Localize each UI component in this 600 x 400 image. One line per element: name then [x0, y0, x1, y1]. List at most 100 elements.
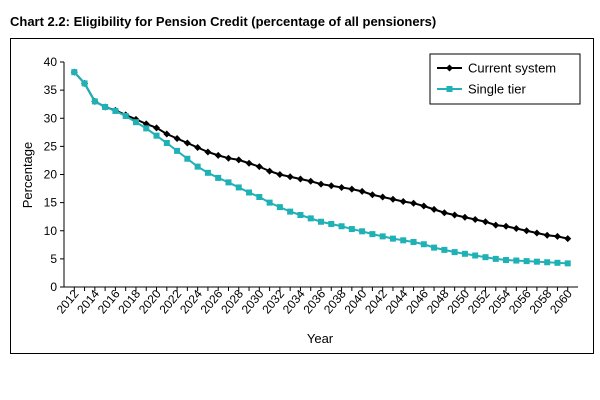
y-tick-label: 40	[44, 55, 58, 69]
data-point	[276, 171, 284, 178]
x-tick-label: 2018	[115, 287, 143, 317]
data-point	[482, 254, 489, 261]
data-point	[266, 167, 274, 175]
data-point	[523, 227, 531, 235]
y-tick-label: 5	[50, 252, 57, 266]
data-point	[471, 216, 479, 223]
data-point	[328, 221, 335, 227]
data-point	[307, 215, 314, 222]
data-point	[204, 169, 211, 176]
legend-marker	[446, 86, 453, 92]
data-point	[379, 233, 386, 240]
x-tick-label: 2020	[136, 287, 164, 317]
data-point	[194, 144, 202, 151]
data-point	[318, 218, 324, 225]
data-point	[492, 255, 499, 262]
x-tick-label: 2028	[218, 287, 246, 317]
data-point	[204, 148, 212, 156]
data-point	[255, 163, 263, 171]
data-point	[410, 199, 418, 207]
data-point	[379, 193, 387, 201]
y-tick-label: 25	[44, 139, 58, 153]
data-point	[472, 252, 479, 259]
data-point	[256, 194, 263, 200]
x-tick-label: 2052	[465, 287, 493, 317]
x-axis-ticks: 2012201420162018202020222024202620282030…	[54, 287, 576, 317]
y-tick-label: 0	[50, 280, 57, 294]
data-point	[451, 249, 458, 256]
x-tick-label: 2056	[506, 287, 534, 317]
data-point	[430, 205, 438, 213]
data-point	[286, 173, 294, 181]
x-tick-label: 2042	[362, 287, 390, 317]
data-point	[348, 226, 355, 233]
data-point	[564, 260, 571, 267]
x-tick-label: 2044	[383, 287, 411, 317]
data-point	[317, 180, 325, 188]
data-point	[389, 195, 397, 203]
y-tick-label: 10	[44, 224, 58, 238]
x-tick-label: 2014	[74, 287, 102, 317]
data-point	[410, 239, 417, 245]
data-point	[266, 199, 273, 206]
y-tick-label: 30	[44, 111, 58, 125]
data-point	[327, 182, 335, 190]
data-point	[389, 235, 396, 242]
data-point	[338, 223, 345, 230]
chart-frame	[10, 38, 594, 354]
data-point	[81, 80, 88, 87]
data-point	[183, 139, 191, 147]
x-tick-label: 2060	[547, 287, 575, 317]
data-point	[338, 183, 346, 191]
x-axis-label: Year	[307, 331, 334, 346]
data-point	[246, 189, 253, 196]
data-point	[502, 222, 510, 230]
x-tick-label: 2026	[198, 287, 226, 317]
legend-box	[429, 53, 581, 105]
legend-label: Single tier	[468, 82, 526, 97]
data-point	[71, 69, 78, 76]
data-point	[153, 124, 161, 132]
data-point	[122, 113, 129, 119]
x-tick-label: 2040	[342, 287, 370, 317]
data-point	[513, 257, 520, 264]
legend-entries: Current system Single tier	[437, 61, 556, 97]
data-point	[287, 208, 294, 215]
x-tick-label: 2048	[424, 287, 452, 317]
x-tick-label: 2046	[403, 287, 431, 317]
data-point	[297, 212, 304, 218]
x-tick-label: 2054	[485, 287, 513, 317]
data-point	[533, 229, 541, 237]
data-point	[461, 250, 468, 257]
y-axis-ticks: 0 5 10 15 20 25 30 35 40	[44, 55, 64, 294]
data-point	[533, 258, 540, 265]
data-point	[451, 211, 459, 219]
data-point	[235, 156, 243, 164]
data-point	[173, 135, 181, 142]
y-axis-label: Percentage	[20, 142, 35, 209]
data-point	[492, 221, 500, 229]
data-point	[215, 174, 222, 181]
data-point	[235, 184, 242, 191]
x-tick-label: 2024	[177, 287, 205, 317]
data-point	[307, 177, 315, 185]
data-point	[399, 198, 407, 205]
data-point	[163, 130, 171, 138]
data-point	[431, 244, 438, 251]
data-point	[420, 202, 428, 210]
data-point	[348, 185, 356, 193]
data-point	[400, 237, 407, 244]
series-current-system	[70, 68, 572, 243]
data-point	[554, 259, 561, 266]
x-tick-label: 2030	[239, 287, 267, 317]
x-tick-label: 2034	[280, 287, 308, 317]
data-point	[184, 155, 191, 162]
legend-marker	[446, 64, 453, 72]
data-point	[543, 231, 551, 239]
data-point	[214, 151, 222, 159]
data-point	[143, 125, 150, 132]
data-point	[544, 259, 551, 266]
x-tick-label: 2050	[444, 287, 472, 317]
data-point	[503, 257, 510, 263]
